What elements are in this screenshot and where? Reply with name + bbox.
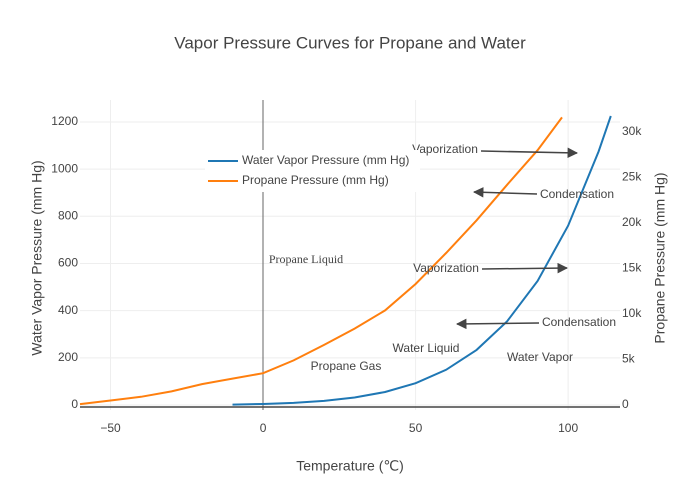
annotation: Propane Liquid bbox=[269, 252, 343, 266]
x-tick-label: 50 bbox=[409, 421, 423, 435]
y2-tick-label: 20k bbox=[622, 215, 642, 229]
legend-label: Water Vapor Pressure (mm Hg) bbox=[242, 153, 409, 167]
x-tick-label: −50 bbox=[100, 421, 121, 435]
annotations: Vaporization Condensation Vaporization Cond… bbox=[269, 142, 616, 373]
plot-area bbox=[79, 115, 612, 406]
x-axis-label: Temperature (℃) bbox=[296, 458, 404, 474]
x-tick-label: 100 bbox=[558, 421, 578, 435]
y-tick-label: 800 bbox=[58, 208, 78, 222]
x-tick-label: 0 bbox=[260, 421, 267, 435]
y-axis-label: Water Vapor Pressure (mm Hg) bbox=[29, 160, 45, 355]
annotation: Condensation bbox=[540, 187, 614, 201]
y2-tick-label: 0 bbox=[622, 397, 629, 411]
legend-box bbox=[205, 150, 420, 192]
y-tick-label: 400 bbox=[58, 303, 78, 317]
annotation: Vaporization bbox=[412, 142, 478, 156]
annotation-arrow bbox=[472, 187, 538, 198]
y-tick-label: 200 bbox=[58, 350, 78, 364]
annotation-arrow bbox=[481, 262, 569, 274]
y-tick-label: 600 bbox=[58, 256, 78, 270]
y2-tick-label: 15k bbox=[622, 261, 642, 275]
legend: Water Vapor Pressure (mm Hg) Propane Pres… bbox=[205, 150, 420, 192]
annotation: Vaporization bbox=[413, 261, 479, 275]
legend-label: Propane Pressure (mm Hg) bbox=[242, 173, 389, 187]
y2-tick-label: 5k bbox=[622, 352, 636, 366]
chart-title: Vapor Pressure Curves for Propane and Wa… bbox=[174, 33, 526, 52]
series-line bbox=[79, 116, 563, 406]
y2-tick-label: 25k bbox=[622, 170, 642, 184]
annotation: Propane Gas bbox=[311, 359, 382, 373]
y-tick-label: 1000 bbox=[51, 161, 78, 175]
series-line bbox=[232, 115, 612, 406]
y-tick-label: 1200 bbox=[51, 114, 78, 128]
annotation-arrow bbox=[480, 147, 579, 159]
annotation: Condensation bbox=[542, 315, 616, 329]
y2-axis-label: Propane Pressure (mm Hg) bbox=[652, 172, 668, 343]
y2-tick-label: 10k bbox=[622, 306, 642, 320]
annotation: Water Vapor bbox=[507, 350, 573, 364]
y-tick-label: 0 bbox=[71, 397, 78, 411]
annotation-arrow bbox=[455, 318, 540, 330]
annotation: Water Liquid bbox=[393, 341, 460, 355]
y2-tick-label: 30k bbox=[622, 124, 642, 138]
